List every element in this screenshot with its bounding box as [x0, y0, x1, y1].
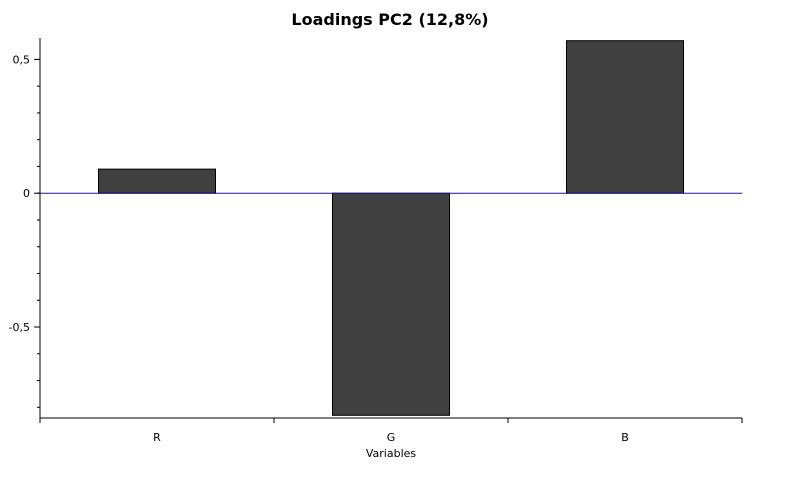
bar-b [566, 40, 684, 194]
x-tick-label-b: B [621, 431, 629, 444]
y-tick-label: 0,5 [13, 53, 31, 66]
x-tick-label-g: G [387, 431, 396, 444]
bar-g [332, 192, 450, 416]
bar-r [98, 168, 216, 194]
x-axis-title: Variables [366, 447, 417, 460]
y-tick-label: 0 [23, 187, 30, 200]
y-tick-label: -0,5 [9, 321, 30, 334]
chart-title: Loadings PC2 (12,8%) [291, 10, 489, 29]
x-tick-label-r: R [153, 431, 161, 444]
